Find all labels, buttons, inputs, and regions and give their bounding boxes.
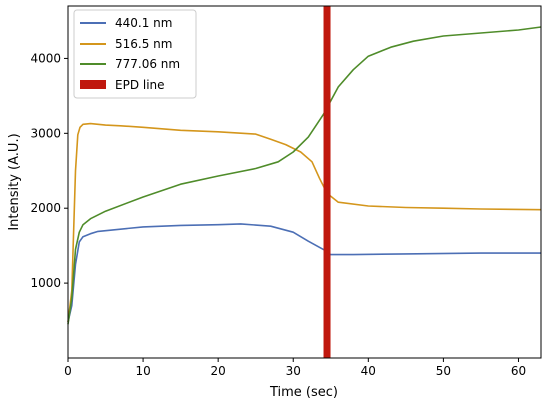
- y-tick-label: 2000: [30, 201, 61, 215]
- x-tick-label: 40: [361, 364, 376, 378]
- legend: 440.1 nm 516.5 nm 777.06 nm EPD line: [73, 9, 197, 99]
- legend-label-516-5: 516.5 nm: [115, 37, 172, 51]
- x-tick-label: 50: [436, 364, 451, 378]
- y-axis-ticks: 1000 2000 3000 4000: [30, 51, 68, 290]
- x-tick-label: 30: [286, 364, 301, 378]
- x-tick-label: 60: [511, 364, 526, 378]
- x-axis-ticks: 0 10 20 30 40 50 60: [64, 358, 526, 378]
- epd-band-layer: [323, 6, 331, 358]
- legend-swatch-epd-line: [80, 80, 106, 89]
- x-tick-label: 10: [135, 364, 150, 378]
- x-axis-label: Time (sec): [269, 385, 338, 400]
- legend-label-epd-line: EPD line: [115, 78, 165, 92]
- epd-line-band: [323, 6, 331, 358]
- y-axis-label: Intensity (A.U.): [7, 133, 22, 230]
- plot-frame: [67, 5, 542, 359]
- series-line-440-1-nm: [67, 223, 541, 323]
- legend-label-440-1: 440.1 nm: [115, 16, 172, 30]
- x-tick-label: 0: [64, 364, 72, 378]
- y-tick-label: 3000: [30, 126, 61, 140]
- x-tick-label: 20: [211, 364, 226, 378]
- series-line-516-5-nm: [67, 122, 542, 323]
- series-line-777-06-nm: [67, 26, 542, 325]
- series-layer: [67, 26, 542, 325]
- legend-box: [73, 9, 197, 99]
- y-tick-label: 4000: [30, 51, 61, 65]
- legend-label-777-06: 777.06 nm: [115, 57, 180, 71]
- y-tick-label: 1000: [30, 276, 61, 290]
